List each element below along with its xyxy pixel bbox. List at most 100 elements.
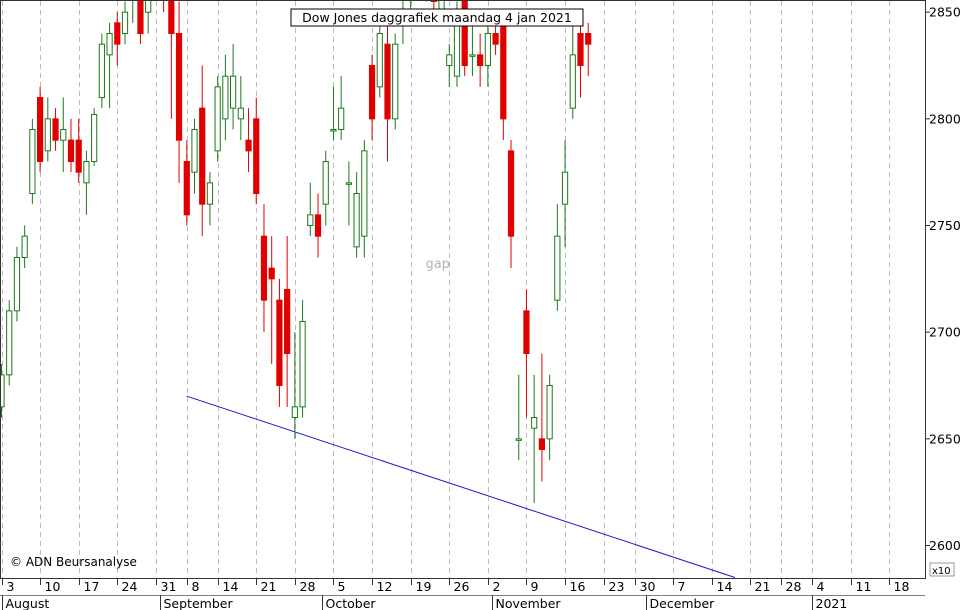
candle-body-up bbox=[91, 114, 98, 163]
x-tick-label: 4 bbox=[817, 579, 825, 594]
candle-body-up bbox=[546, 385, 553, 440]
candle-body-up bbox=[484, 33, 491, 67]
candle-body-down bbox=[260, 235, 268, 301]
x-tick-label: 2 bbox=[493, 579, 501, 594]
candle-body-up bbox=[561, 171, 569, 205]
month-label: November bbox=[496, 596, 562, 610]
candles bbox=[0, 0, 592, 503]
candle-body-down bbox=[314, 214, 322, 237]
candle-body-down bbox=[268, 267, 275, 280]
x-tick-label: 7 bbox=[678, 579, 686, 594]
candle-body-up bbox=[376, 33, 383, 88]
candle-body-up bbox=[469, 54, 476, 57]
x-tick-label: 21 bbox=[261, 579, 277, 594]
y-tick-label: 2850 bbox=[929, 5, 961, 20]
x-tick-label: 3 bbox=[7, 579, 15, 594]
candle-body-up bbox=[13, 257, 21, 312]
candle-body-up bbox=[230, 75, 237, 109]
x-tick-label: 21 bbox=[755, 579, 771, 594]
x-tick-label: 30 bbox=[640, 579, 656, 594]
candle-body-up bbox=[106, 33, 113, 56]
candle-body-up bbox=[345, 182, 352, 185]
candle-body-up bbox=[83, 161, 90, 184]
y-tick-label: 2600 bbox=[929, 538, 961, 553]
candle-body-up bbox=[206, 182, 214, 205]
candle-body-down bbox=[492, 33, 499, 45]
candle-body-down bbox=[168, 0, 175, 35]
candle-body-up bbox=[569, 54, 576, 109]
candle-body-down bbox=[37, 97, 44, 163]
candle-body-up bbox=[392, 43, 399, 120]
scale-note: x10 bbox=[932, 566, 951, 577]
month-label: August bbox=[6, 596, 50, 610]
candle-body-down bbox=[245, 139, 252, 152]
scale-note-frame bbox=[929, 562, 955, 577]
candle-body-up bbox=[361, 150, 368, 237]
month-label: September bbox=[164, 596, 234, 610]
trendline bbox=[186, 395, 736, 578]
chart-title-box: Dow Jones daggrafiek maandag 4 jan 2021 bbox=[290, 8, 584, 27]
candle-body-up bbox=[515, 438, 522, 441]
annotations: a'cgapgap bbox=[425, 257, 449, 272]
candle-body-down bbox=[175, 33, 183, 141]
candle-body-up bbox=[446, 54, 453, 67]
candle-body-up bbox=[44, 118, 51, 152]
y-tick-label: 2650 bbox=[929, 431, 961, 446]
candle-body-down bbox=[384, 43, 391, 120]
x-tick-label: 23 bbox=[609, 579, 625, 594]
candle-body-down bbox=[477, 54, 484, 67]
month-label: December bbox=[650, 596, 716, 610]
x-tick-label: 12 bbox=[377, 579, 393, 594]
candle-body-down bbox=[276, 299, 283, 387]
x-tick-label: 10 bbox=[45, 579, 61, 594]
x-tick-label: 8 bbox=[192, 579, 200, 594]
x-tick-label: 5 bbox=[338, 579, 346, 594]
title-frame bbox=[290, 8, 584, 27]
x-tick-label: 9 bbox=[531, 579, 539, 594]
candle-body-up bbox=[330, 129, 337, 132]
x-tick-label: 14 bbox=[717, 579, 733, 594]
candle-body-down bbox=[183, 161, 190, 216]
candle-body-down bbox=[461, 0, 468, 67]
candle-body-down bbox=[284, 289, 291, 355]
x-tick-label: 11 bbox=[856, 579, 872, 594]
candle-body-down bbox=[523, 310, 530, 355]
candle-body-up bbox=[299, 321, 306, 408]
candle-body-up bbox=[222, 75, 229, 120]
grid bbox=[2, 1, 890, 578]
candle-body-up bbox=[307, 214, 314, 227]
y-tick-label: 2700 bbox=[929, 325, 961, 340]
plot-frame bbox=[0, 0, 926, 579]
candle-body-down bbox=[52, 118, 59, 141]
y-tick-label: 2800 bbox=[929, 111, 961, 126]
x-tick-label: 19 bbox=[416, 579, 432, 594]
x-tick-label: 14 bbox=[223, 579, 239, 594]
candle-body-down bbox=[75, 139, 82, 173]
candle-body-up bbox=[214, 86, 221, 152]
candle-body-down bbox=[199, 107, 206, 205]
y-tick-label: 2750 bbox=[929, 218, 961, 233]
x-axis: 3 10 17 24 31 8 14 21 28 5 12 19 26 2 9 16 23 30 7 14 21 28 4 1… bbox=[0, 578, 925, 610]
candle-body-up bbox=[6, 310, 13, 376]
candle-body-down bbox=[253, 118, 260, 195]
candle-body-up bbox=[21, 235, 28, 259]
candle-body-down bbox=[577, 33, 584, 67]
candle-body-up bbox=[145, 0, 152, 13]
x-tick-label: 24 bbox=[122, 579, 138, 594]
candle-body-up bbox=[531, 417, 538, 429]
candle-body-up bbox=[60, 129, 67, 141]
candle-body-up bbox=[291, 406, 298, 419]
candle-body-up bbox=[338, 107, 345, 131]
candle-body-down bbox=[585, 33, 592, 45]
copyright-text: © ADN Beursanalyse bbox=[10, 555, 137, 569]
x-tick-label: 17 bbox=[84, 579, 100, 594]
annotation-label: gap bbox=[425, 257, 449, 272]
candle-body-up bbox=[98, 43, 105, 99]
x-tick-label: 18 bbox=[894, 579, 910, 594]
candle-body-up bbox=[353, 193, 360, 248]
candle-body-up bbox=[237, 107, 244, 120]
candle-body-down bbox=[137, 0, 144, 35]
trendlines bbox=[186, 395, 736, 578]
